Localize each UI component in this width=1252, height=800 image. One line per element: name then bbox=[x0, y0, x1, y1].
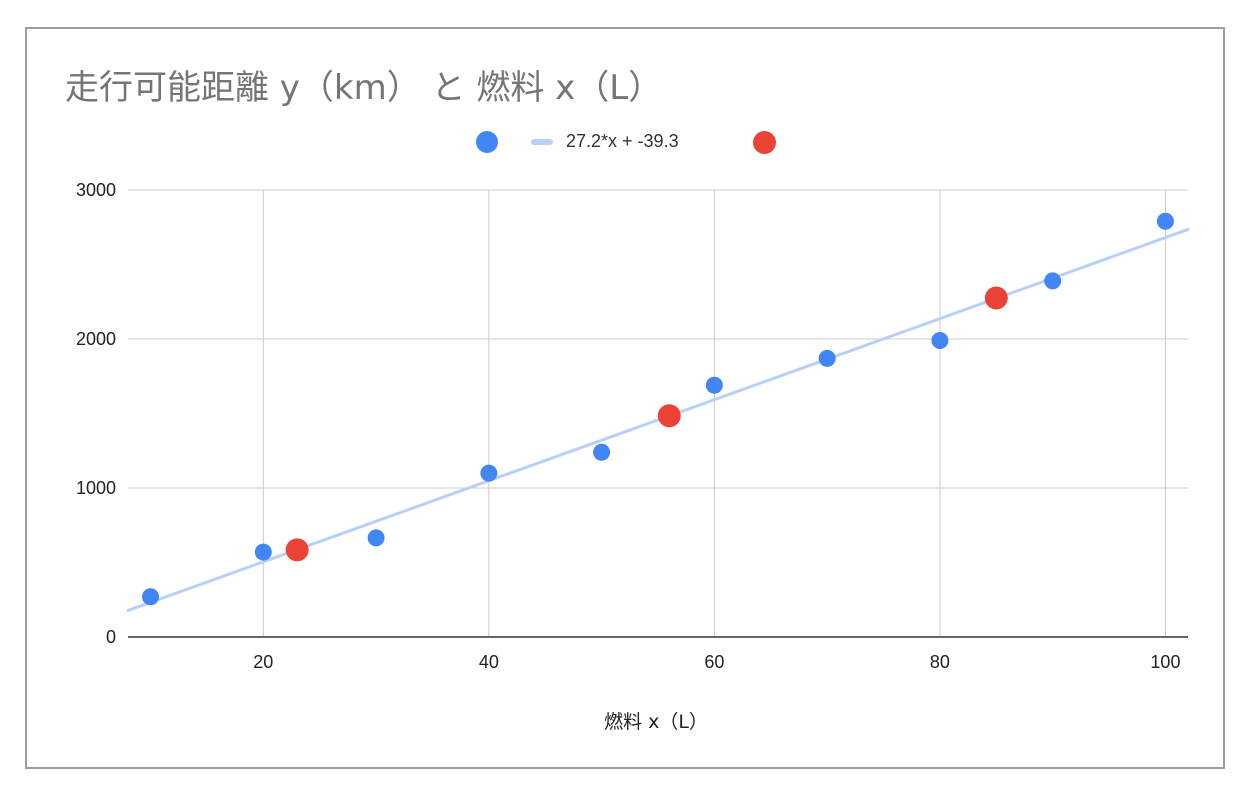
legend-marker-red-series bbox=[753, 131, 776, 154]
legend-marker-trendline bbox=[531, 139, 553, 145]
data-point-series-1 bbox=[1044, 272, 1062, 290]
chart-title: 走行可能距離 y（km） と 燃料 x（L） bbox=[65, 68, 663, 108]
data-point-series-1 bbox=[480, 464, 498, 482]
tick-labels: 0 1000 2000 3000 20 40 60 80 100 bbox=[76, 180, 1181, 672]
data-point-series-3 bbox=[657, 404, 681, 428]
x-tick-label: 40 bbox=[479, 652, 499, 672]
data-point-series-1 bbox=[1156, 212, 1174, 230]
data-point-series-1 bbox=[931, 331, 949, 349]
y-tick-label: 2000 bbox=[76, 329, 116, 349]
chart-legend: 27.2*x + -39.3 bbox=[0, 126, 1252, 158]
data-point-series-1 bbox=[818, 349, 836, 367]
x-tick-label: 100 bbox=[1150, 652, 1180, 672]
chart-frame bbox=[25, 27, 1225, 769]
data-point-series-1 bbox=[367, 529, 385, 547]
x-tick-label: 80 bbox=[930, 652, 950, 672]
y-tick-label: 0 bbox=[106, 627, 116, 647]
data-point-series-1 bbox=[593, 443, 611, 461]
x-tick-label: 20 bbox=[253, 652, 273, 672]
data-point-series-3 bbox=[285, 538, 309, 562]
y-tick-label: 3000 bbox=[76, 180, 116, 200]
legend-label-trendline: 27.2*x + -39.3 bbox=[566, 131, 679, 151]
x-axis-title-wrap: 燃料 x（L） bbox=[0, 707, 1252, 734]
data-point-series-1 bbox=[142, 588, 160, 606]
data-point-series-1 bbox=[254, 543, 272, 561]
data-points bbox=[142, 212, 1174, 606]
x-tick-label: 60 bbox=[704, 652, 724, 672]
data-point-series-3 bbox=[984, 286, 1008, 310]
y-tick-label: 1000 bbox=[76, 478, 116, 498]
x-axis-title: 燃料 x（L） bbox=[604, 711, 708, 733]
legend-marker-blue-series bbox=[476, 131, 498, 153]
data-point-series-1 bbox=[705, 376, 723, 394]
